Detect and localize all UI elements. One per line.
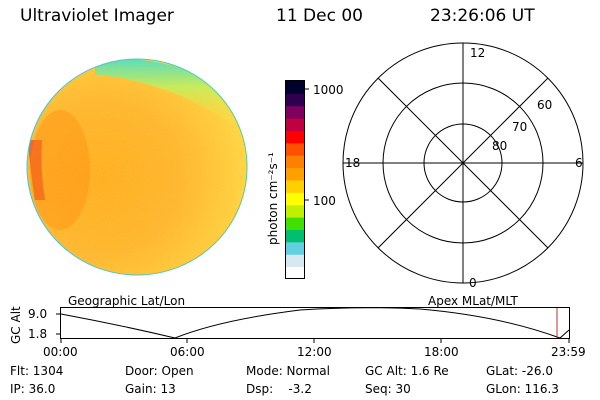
time-tick-0600: 06:00 (170, 345, 205, 359)
colorbar-tick-1000: 1000 (313, 83, 344, 97)
colorbar-band (286, 217, 304, 230)
mlt-label-12: 12 (470, 46, 486, 60)
colorbar-band (286, 81, 304, 94)
colorbar-band (286, 204, 304, 218)
track-ytick-9: 9.0 (28, 307, 48, 321)
colorbar-band (286, 266, 304, 280)
date-label: 11 Dec 00 (276, 6, 363, 26)
time-tick-1200: 12:00 (297, 345, 332, 359)
instrument-title: Ultraviolet Imager (20, 6, 174, 26)
colorbar-tick-100: 100 (313, 194, 336, 208)
mlt-label-0: 0 (469, 276, 477, 290)
altitude-curve (60, 307, 570, 339)
colorbar-band (286, 105, 304, 119)
colorbar-band (286, 180, 304, 193)
info-door: Door: Open (125, 364, 194, 378)
colorbar-band (286, 142, 304, 156)
info-ip: IP: 36.0 (10, 382, 56, 396)
lat-label-70: 70 (512, 120, 528, 134)
colorbar-band (286, 241, 304, 255)
colorbar-band (286, 93, 304, 107)
track-ytick-1-8: 1.8 (28, 327, 48, 341)
info-gc-alt: GC Alt: 1.6 Re (365, 364, 449, 378)
colorbar-band (286, 254, 304, 268)
time-tick-1800: 18:00 (424, 345, 459, 359)
lat-label-80: 80 (492, 139, 508, 153)
mlt-label-18: 18 (345, 156, 361, 170)
mlt-label-6: 6 (575, 156, 583, 170)
colorbar (285, 80, 309, 280)
colorbar-band (286, 118, 304, 131)
track-ylabel: GC Alt (9, 306, 23, 344)
time-label: 23:26:06 UT (430, 6, 535, 26)
track-left-label: Geographic Lat/Lon (68, 294, 186, 308)
info-glon: GLon: 116.3 (486, 382, 559, 396)
info-glat: GLat: -26.0 (486, 364, 553, 378)
colorbar-band (286, 167, 304, 181)
info-seq: Seq: 30 (365, 382, 411, 396)
info-flight: Flt: 1304 (10, 364, 64, 378)
track-frame (60, 307, 570, 339)
colorbar-band (286, 192, 304, 206)
colorbar-band (286, 229, 304, 243)
info-dsp: Dsp: -3.2 (246, 382, 312, 396)
info-mode: Mode: Normal (246, 364, 330, 378)
info-gain: Gain: 13 (125, 382, 176, 396)
track-right-label: Apex MLat/MLT (428, 294, 518, 308)
time-tick-0000: 00:00 (43, 345, 78, 359)
colorbar-band (286, 155, 304, 169)
time-tick-2359: 23:59 (551, 345, 586, 359)
lat-label-60: 60 (537, 98, 553, 112)
colorbar-band (286, 130, 304, 144)
